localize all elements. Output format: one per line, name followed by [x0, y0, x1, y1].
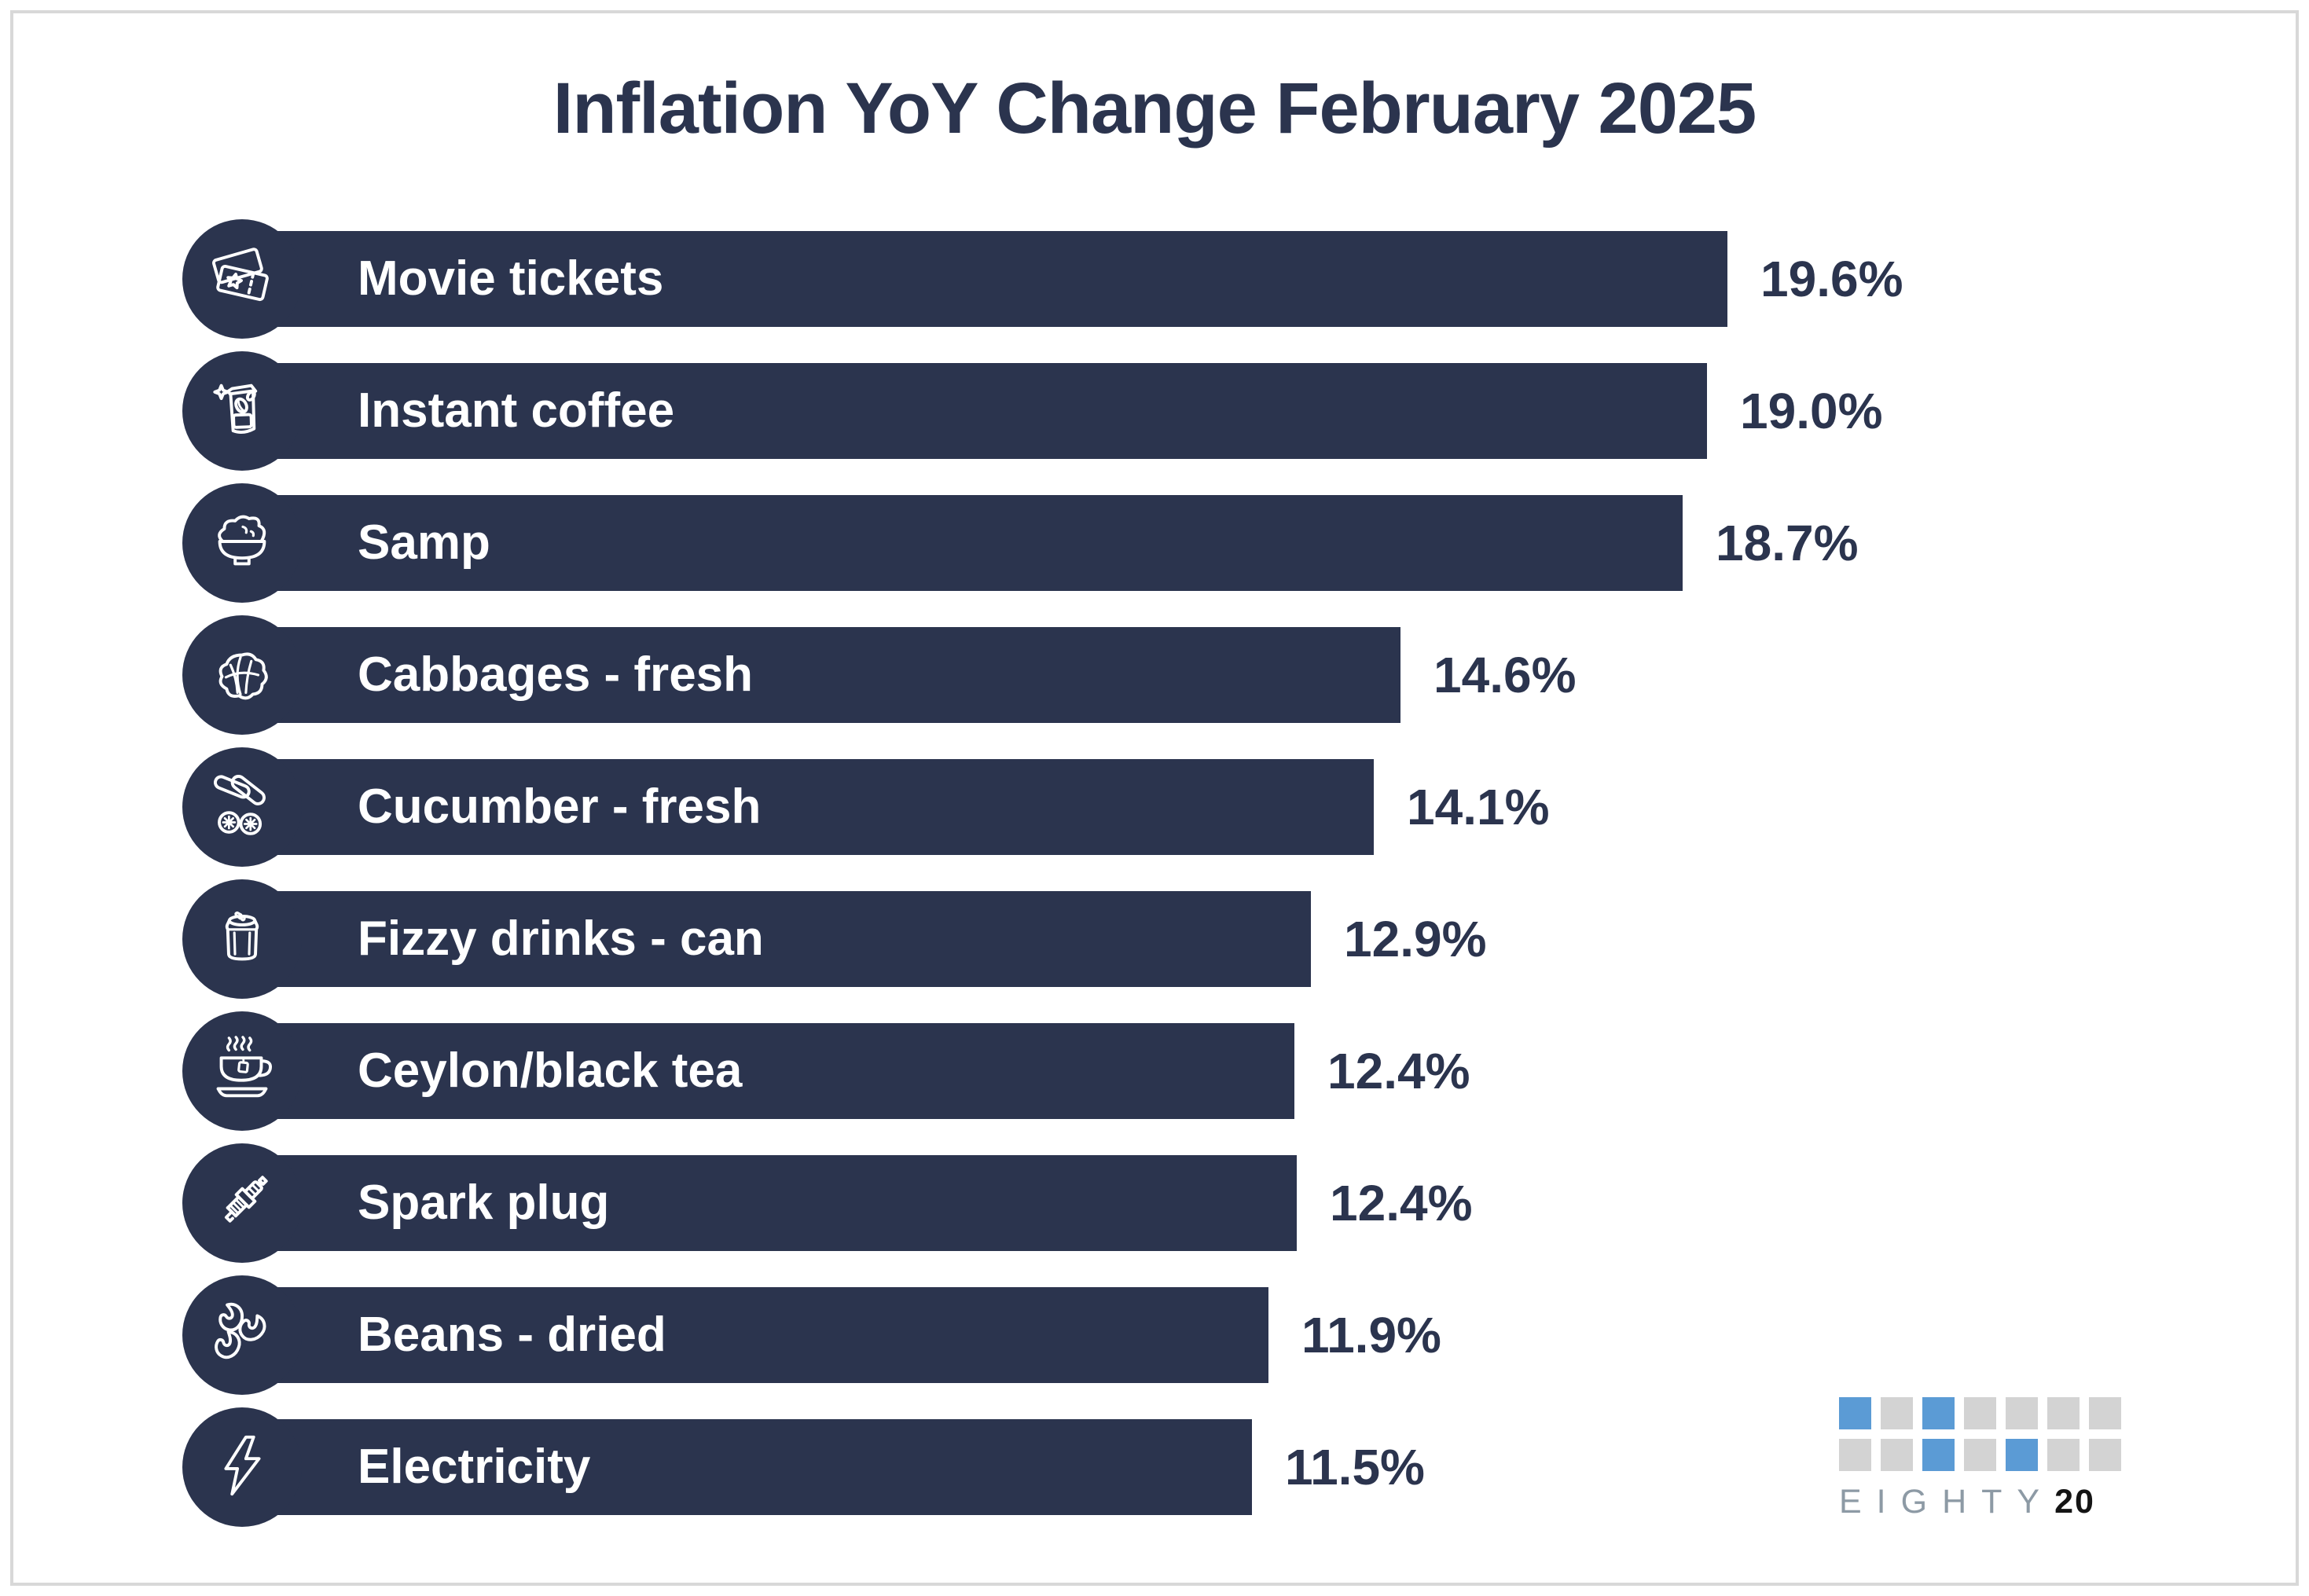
- spark-plug-icon: [205, 1165, 279, 1242]
- logo-word-eighty: EIGHTY: [1839, 1483, 2055, 1521]
- eighty20-logo: EIGHTY20: [1839, 1397, 2131, 1521]
- logo-square-gray: [2047, 1439, 2080, 1471]
- icon-badge: [182, 747, 302, 867]
- bar-category-label: Samp: [358, 515, 490, 570]
- icon-badge: [182, 615, 302, 735]
- logo-square-gray: [2047, 1397, 2080, 1429]
- lightning-bolt-icon: [205, 1429, 279, 1506]
- bar-value-label: 11.5%: [1285, 1439, 1425, 1495]
- logo-square-blue: [1839, 1397, 1871, 1429]
- bar-value-label: 18.7%: [1716, 515, 1859, 571]
- icon-badge: [182, 1407, 302, 1527]
- bar-category-label: Electricity: [358, 1440, 591, 1494]
- bar: [242, 231, 1727, 327]
- bar-category-label: Movie tickets: [358, 251, 664, 306]
- logo-square-gray: [2006, 1397, 2038, 1429]
- bar-value-label: 19.6%: [1760, 251, 1903, 307]
- icon-badge: [182, 483, 302, 603]
- bar-value-label: 19.0%: [1740, 383, 1883, 439]
- logo-square-gray: [1881, 1397, 1913, 1429]
- bar-category-label: Spark plug: [358, 1176, 610, 1230]
- bar: [242, 1419, 1252, 1515]
- logo-squares-grid: [1839, 1397, 2131, 1471]
- logo-square-gray: [1839, 1439, 1871, 1471]
- logo-square-gray: [1964, 1439, 1996, 1471]
- bar-category-label: Instant coffee: [358, 383, 675, 438]
- logo-wordmark: EIGHTY20: [1839, 1483, 2131, 1521]
- bar-value-label: 12.4%: [1330, 1175, 1473, 1231]
- bar: [242, 495, 1683, 591]
- movie-tickets-icon: [205, 240, 279, 318]
- bar: [242, 1155, 1297, 1251]
- icon-badge: [182, 1011, 302, 1131]
- beans-icon: [205, 1297, 279, 1374]
- cabbage-icon: [205, 637, 279, 714]
- bar-category-label: Cabbages - fresh: [358, 648, 754, 702]
- logo-word-20: 20: [2054, 1483, 2095, 1521]
- bar-category-label: Beans - dried: [358, 1308, 666, 1362]
- logo-square-blue: [1922, 1439, 1955, 1471]
- icon-badge: [182, 219, 302, 339]
- samp-bowl-icon: [205, 504, 279, 582]
- icon-badge: [182, 351, 302, 471]
- logo-square-gray: [2089, 1397, 2121, 1429]
- bar: [242, 891, 1311, 987]
- coffee-bag-icon: [205, 372, 279, 450]
- bar-value-label: 11.9%: [1301, 1307, 1441, 1363]
- tea-cup-icon: [205, 1033, 279, 1110]
- bar: [242, 363, 1707, 459]
- chart-title: Inflation YoY Change February 2025: [552, 68, 1757, 149]
- bar: [242, 627, 1400, 723]
- bar-value-label: 14.6%: [1433, 647, 1577, 703]
- logo-square-gray: [1964, 1397, 1996, 1429]
- cucumber-icon: [205, 769, 279, 846]
- bar-value-label: 14.1%: [1407, 779, 1550, 835]
- soda-can-icon: [205, 901, 279, 978]
- logo-square-blue: [2006, 1439, 2038, 1471]
- bar-category-label: Cucumber - fresh: [358, 780, 762, 834]
- bar-category-label: Ceylon/black tea: [358, 1044, 743, 1098]
- bar-category-label: Fizzy drinks - can: [358, 912, 764, 966]
- bar-value-label: 12.4%: [1327, 1043, 1470, 1099]
- bar-value-label: 12.9%: [1344, 911, 1487, 967]
- bar: [242, 1287, 1268, 1383]
- logo-square-blue: [1922, 1397, 1955, 1429]
- icon-badge: [182, 879, 302, 999]
- logo-square-gray: [2089, 1439, 2121, 1471]
- bar: [242, 1023, 1294, 1119]
- bar: [242, 759, 1374, 855]
- logo-square-gray: [1881, 1439, 1913, 1471]
- icon-badge: [182, 1143, 302, 1263]
- icon-badge: [182, 1275, 302, 1395]
